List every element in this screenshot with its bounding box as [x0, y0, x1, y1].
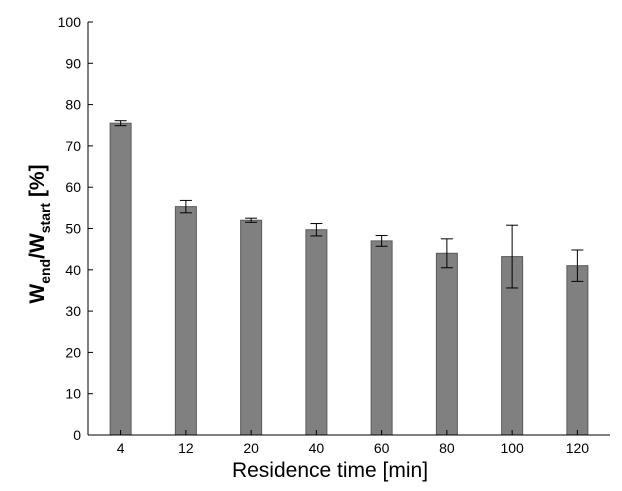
error-bar	[310, 223, 323, 237]
axes-layer	[87, 22, 610, 436]
bar	[566, 265, 589, 436]
y-title-sub-end: end	[37, 259, 53, 284]
error-bar	[179, 199, 192, 214]
y-tick-label: 60	[65, 179, 81, 195]
error-bar	[440, 238, 453, 269]
y-title-unit: [%]	[26, 164, 49, 203]
bar	[109, 122, 132, 436]
y-tick-label: 20	[65, 344, 81, 360]
bar	[174, 206, 197, 436]
y-tick-label: 0	[73, 427, 81, 443]
error-bars-layer	[114, 120, 584, 289]
x-tick-label: 40	[309, 440, 325, 456]
y-ticks-layer: 0 10 20 30 40 50 60 70 80 90 100	[58, 14, 93, 443]
bar	[240, 219, 263, 436]
x-tick-label: 80	[439, 440, 455, 456]
bar	[435, 252, 458, 436]
x-tick-label: 60	[374, 440, 390, 456]
x-tick-label: 20	[243, 440, 259, 456]
x-tick-label: 100	[500, 440, 524, 456]
x-tick-label: 12	[178, 440, 194, 456]
y-tick-label: 40	[65, 262, 81, 278]
y-tick-label: 80	[65, 97, 81, 113]
x-tick-label: 120	[566, 440, 590, 456]
error-bar	[114, 120, 127, 127]
x-ticks-layer: 4 12 20 40 60 80 100 120	[117, 430, 590, 456]
error-bar	[506, 224, 519, 289]
y-tick-label: 50	[65, 221, 81, 237]
y-axis-title: Wend/Wstart [%]	[26, 164, 53, 303]
y-title-w-end: W	[26, 284, 49, 304]
bar	[370, 240, 393, 436]
bars-layer	[109, 122, 589, 436]
y-tick-label: 90	[65, 55, 81, 71]
x-axis-title: Residence time [min]	[232, 459, 428, 482]
y-tick-label: 70	[65, 138, 81, 154]
y-tick-label: 100	[58, 14, 82, 30]
error-bar	[245, 217, 258, 223]
x-tick-label: 4	[117, 440, 125, 456]
error-bar	[571, 249, 584, 282]
y-tick-label: 10	[65, 386, 81, 402]
error-bar	[375, 235, 388, 247]
y-title-sub-start: start	[37, 203, 53, 234]
y-title-w-start: /W	[26, 233, 49, 259]
bar	[305, 229, 328, 436]
y-tick-label: 30	[65, 303, 81, 319]
